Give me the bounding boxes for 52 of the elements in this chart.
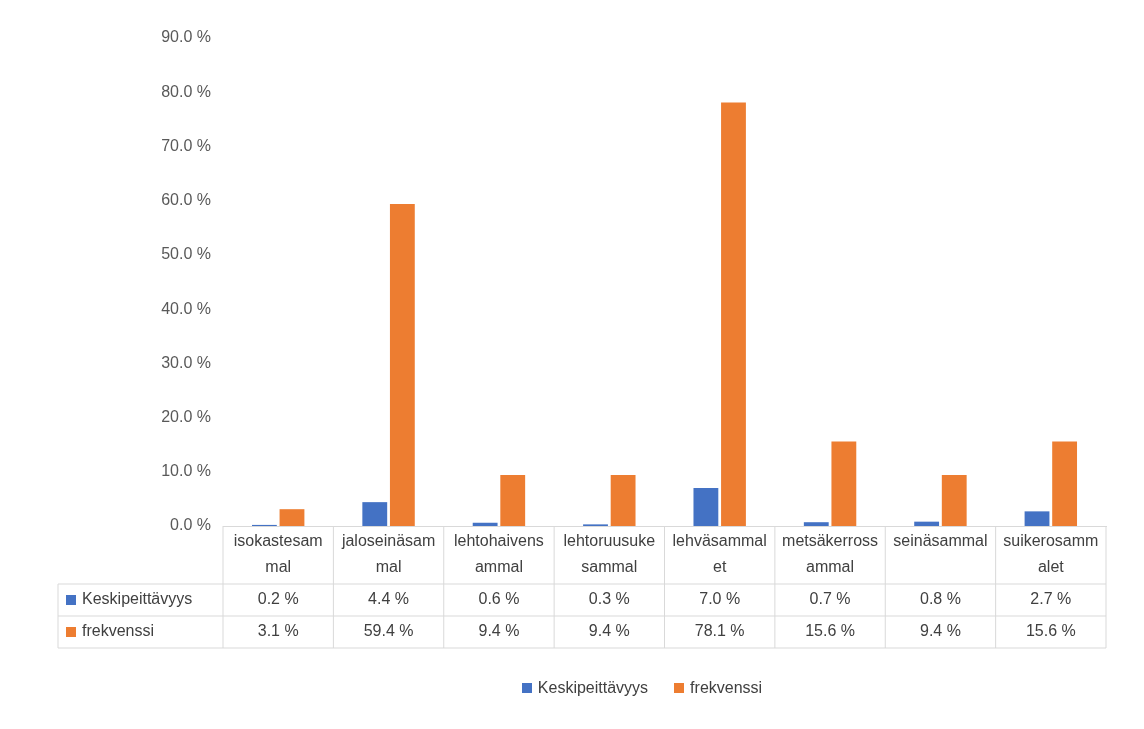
y-tick-label: 20.0 % — [161, 407, 211, 425]
data-label: 4.4 % — [368, 590, 410, 608]
data-label: 9.4 % — [478, 622, 520, 640]
legend-label: Keskipeittävyys — [82, 590, 193, 608]
data-label: 78.1 % — [694, 622, 745, 640]
y-tick-label: 80.0 % — [161, 82, 211, 100]
data-label: 15.6 % — [805, 622, 855, 640]
bar — [362, 502, 388, 526]
bar — [693, 488, 719, 526]
x-tick-label: lehtohaivensammal — [454, 532, 544, 576]
y-tick-label: 40.0 % — [161, 299, 211, 317]
data-label: 2.7 % — [1030, 590, 1072, 608]
bar — [831, 441, 857, 526]
y-tick-label: 10.0 % — [161, 462, 211, 480]
y-tick-label: 0.0 % — [170, 516, 211, 534]
bar — [279, 509, 305, 526]
data-label: 3.1 % — [257, 622, 299, 640]
data-label: 0.6 % — [478, 590, 520, 608]
text: Keskipeittävyys — [537, 679, 649, 696]
bar — [610, 475, 636, 526]
x-tick-label: suikerosammalet — [1003, 532, 1099, 576]
bar — [721, 102, 746, 526]
y-tick-label: 50.0 % — [161, 245, 211, 263]
x-tick-label: seinäsammal — [893, 532, 988, 550]
bar — [500, 475, 526, 526]
bar — [472, 522, 498, 526]
data-label: 15.6 % — [1025, 622, 1076, 640]
data-label: 59.4 % — [363, 622, 414, 640]
data-label: 9.4 % — [919, 622, 961, 640]
bar — [389, 203, 415, 526]
text: frekvenssi — [82, 622, 155, 640]
bar — [1024, 511, 1050, 526]
data-label: 0.7 % — [809, 590, 851, 608]
bar — [803, 522, 829, 526]
bar — [1052, 441, 1078, 526]
x-tick-label: metsäkerrossammal — [782, 532, 879, 576]
bar — [941, 475, 967, 526]
data-label: 9.4 % — [588, 622, 630, 640]
data-label: 0.2 % — [257, 590, 299, 608]
x-tick-label: jaloseinäsammal — [340, 532, 436, 576]
data-label: 7.0 % — [699, 590, 741, 608]
y-tick-label: 30.0 % — [161, 353, 211, 371]
bar — [914, 521, 940, 526]
y-tick-label: 90.0 % — [161, 28, 211, 46]
data-label: 0.8 % — [919, 590, 961, 608]
y-tick-label: 60.0 % — [161, 191, 211, 209]
x-tick-label: isokastesammal — [233, 532, 323, 576]
data-label: 0.3 % — [588, 590, 630, 608]
y-tick-label: 70.0 % — [161, 136, 211, 154]
x-tick-label: lehväsammalet — [672, 532, 767, 576]
legend-label: frekvenssi — [690, 679, 763, 697]
x-tick-label: lehtoruusukesammal — [563, 532, 656, 576]
